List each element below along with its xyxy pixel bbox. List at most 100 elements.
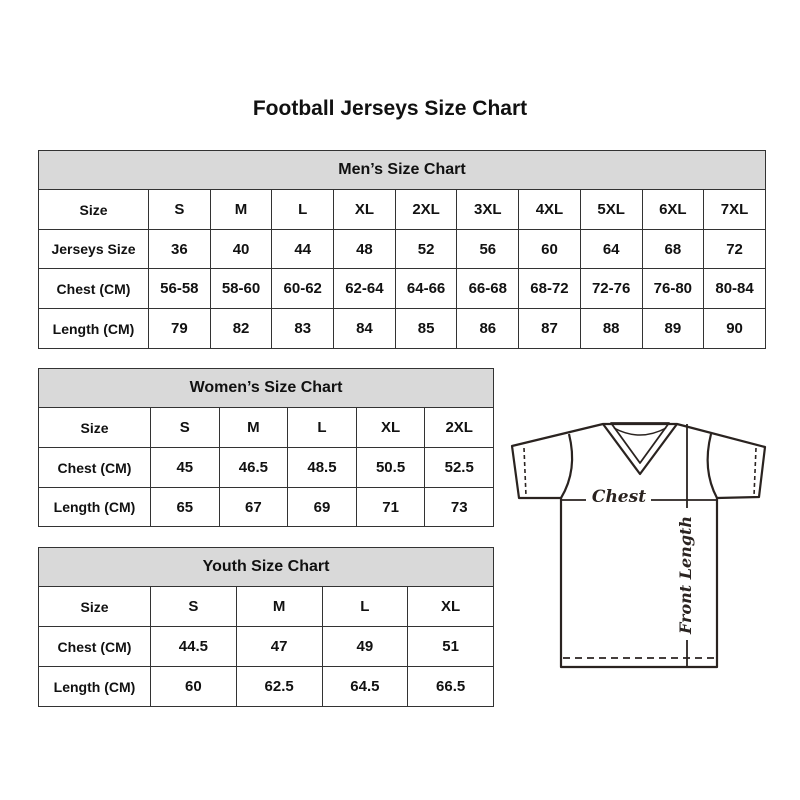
row-label: Chest (CM) — [38, 626, 151, 667]
row-label: Length (CM) — [38, 487, 151, 527]
youth-size-table: Youth Size Chart Size S M L XL Chest (CM) 44.5 4… — [37, 547, 495, 707]
table-cell: M — [209, 189, 273, 230]
table-cell: 48.5 — [287, 447, 357, 488]
womens-size-table: Women’s Size Chart Size S M L XL 2XL Chest (CM)… — [37, 368, 495, 527]
chest-label: Chest — [592, 487, 646, 507]
table-cell: 2XL — [424, 407, 495, 448]
table-cell: 45 — [150, 447, 220, 488]
table-cell: 64-66 — [394, 268, 458, 309]
table-cell: 66.5 — [407, 666, 495, 707]
table-cell: 58-60 — [209, 268, 273, 309]
table-cell: 64.5 — [321, 666, 409, 707]
table-cell: 4XL — [518, 189, 581, 230]
table-cell: 60 — [150, 666, 237, 707]
table-row: Length (CM) 60 62.5 64.5 66.5 — [38, 666, 495, 707]
table-cell: 62.5 — [235, 666, 323, 707]
mens-size-table: Men’s Size Chart Size S M L XL 2XL 3XL 4XL 5XL 6XL… — [38, 150, 766, 349]
table-cell: L — [287, 407, 357, 448]
table-cell: 52.5 — [424, 447, 495, 488]
table-cell: 68 — [641, 229, 705, 269]
table-cell: 62-64 — [333, 268, 396, 309]
table-cell: M — [235, 586, 323, 627]
table-cell: 7XL — [703, 189, 766, 230]
table-cell: 50.5 — [355, 447, 426, 488]
table-cell: 3XL — [456, 189, 520, 230]
table-cell: 90 — [703, 308, 766, 349]
row-label: Chest (CM) — [38, 447, 151, 488]
table-cell: 67 — [218, 487, 289, 527]
table-cell: 72-76 — [579, 268, 643, 309]
row-label: Jerseys Size — [38, 229, 149, 269]
table-cell: 64 — [579, 229, 643, 269]
table-cell: 6XL — [641, 189, 705, 230]
youth-table-heading: Youth Size Chart — [37, 547, 495, 587]
jersey-measurement-diagram: Chest Front Length — [510, 422, 767, 669]
row-label: Length (CM) — [38, 308, 149, 349]
table-cell: 36 — [148, 229, 211, 269]
table-cell: 80-84 — [703, 268, 766, 309]
table-cell: 47 — [235, 626, 323, 667]
table-cell: L — [321, 586, 409, 627]
table-cell: 56-58 — [148, 268, 211, 309]
table-cell: 73 — [424, 487, 495, 527]
table-cell: 87 — [518, 308, 581, 349]
row-label: Length (CM) — [38, 666, 151, 707]
table-cell: M — [218, 407, 289, 448]
table-row: Size S M L XL 2XL — [38, 407, 495, 448]
table-cell: 60 — [518, 229, 581, 269]
table-cell: 88 — [579, 308, 643, 349]
table-cell: S — [150, 407, 220, 448]
table-cell: XL — [355, 407, 426, 448]
front-length-label: Front Length — [676, 516, 695, 635]
table-cell: 86 — [456, 308, 520, 349]
right-sleeve-seam — [706, 433, 718, 499]
table-cell: 56 — [456, 229, 520, 269]
table-row: Chest (CM) 56-58 58-60 60-62 62-64 64-66 66-68… — [38, 268, 766, 309]
row-label: Size — [38, 586, 151, 627]
table-cell: 66-68 — [456, 268, 520, 309]
table-cell: 51 — [407, 626, 495, 667]
table-cell: 48 — [333, 229, 396, 269]
men-table-heading: Men’s Size Chart — [38, 150, 766, 190]
page-title: Football Jerseys Size Chart — [252, 97, 528, 120]
table-cell: 60-62 — [271, 268, 335, 309]
table-cell: XL — [407, 586, 495, 627]
table-row: Size S M L XL — [38, 586, 495, 627]
jersey-outline — [510, 422, 767, 669]
table-cell: 72 — [703, 229, 766, 269]
table-cell: 83 — [271, 308, 335, 349]
table-cell: 89 — [641, 308, 705, 349]
row-label: Size — [38, 407, 151, 448]
table-cell: 71 — [355, 487, 426, 527]
table-cell: 40 — [209, 229, 273, 269]
collar — [602, 423, 678, 476]
table-cell: 2XL — [394, 189, 458, 230]
table-cell: 84 — [333, 308, 396, 349]
table-row: Chest (CM) 45 46.5 48.5 50.5 52.5 — [38, 447, 495, 488]
table-cell: 76-80 — [641, 268, 705, 309]
table-cell: 46.5 — [218, 447, 289, 488]
table-row: Chest (CM) 44.5 47 49 51 — [38, 626, 495, 667]
table-cell: 5XL — [579, 189, 643, 230]
table-row: Jerseys Size 36 40 44 48 52 56 60 64 68 72 — [38, 229, 766, 269]
table-cell: 82 — [209, 308, 273, 349]
table-cell: 44 — [271, 229, 335, 269]
table-cell: XL — [333, 189, 396, 230]
women-table-heading: Women’s Size Chart — [37, 368, 495, 408]
table-cell: 44.5 — [150, 626, 237, 667]
table-cell: 69 — [287, 487, 357, 527]
table-cell: 65 — [150, 487, 220, 527]
table-cell: 79 — [148, 308, 211, 349]
table-cell: 52 — [394, 229, 458, 269]
table-cell: 68-72 — [518, 268, 581, 309]
row-label: Size — [38, 189, 149, 230]
table-row: Length (CM) 65 67 69 71 73 — [38, 487, 495, 527]
table-cell: S — [148, 189, 211, 230]
table-cell: 85 — [394, 308, 458, 349]
row-label: Chest (CM) — [38, 268, 149, 309]
table-row: Length (CM) 79 82 83 84 85 86 87 88 89 90 — [38, 308, 766, 349]
table-cell: L — [271, 189, 335, 230]
left-sleeve-seam — [560, 433, 574, 499]
table-cell: S — [150, 586, 237, 627]
table-row: Size S M L XL 2XL 3XL 4XL 5XL 6XL 7XL — [38, 189, 766, 230]
